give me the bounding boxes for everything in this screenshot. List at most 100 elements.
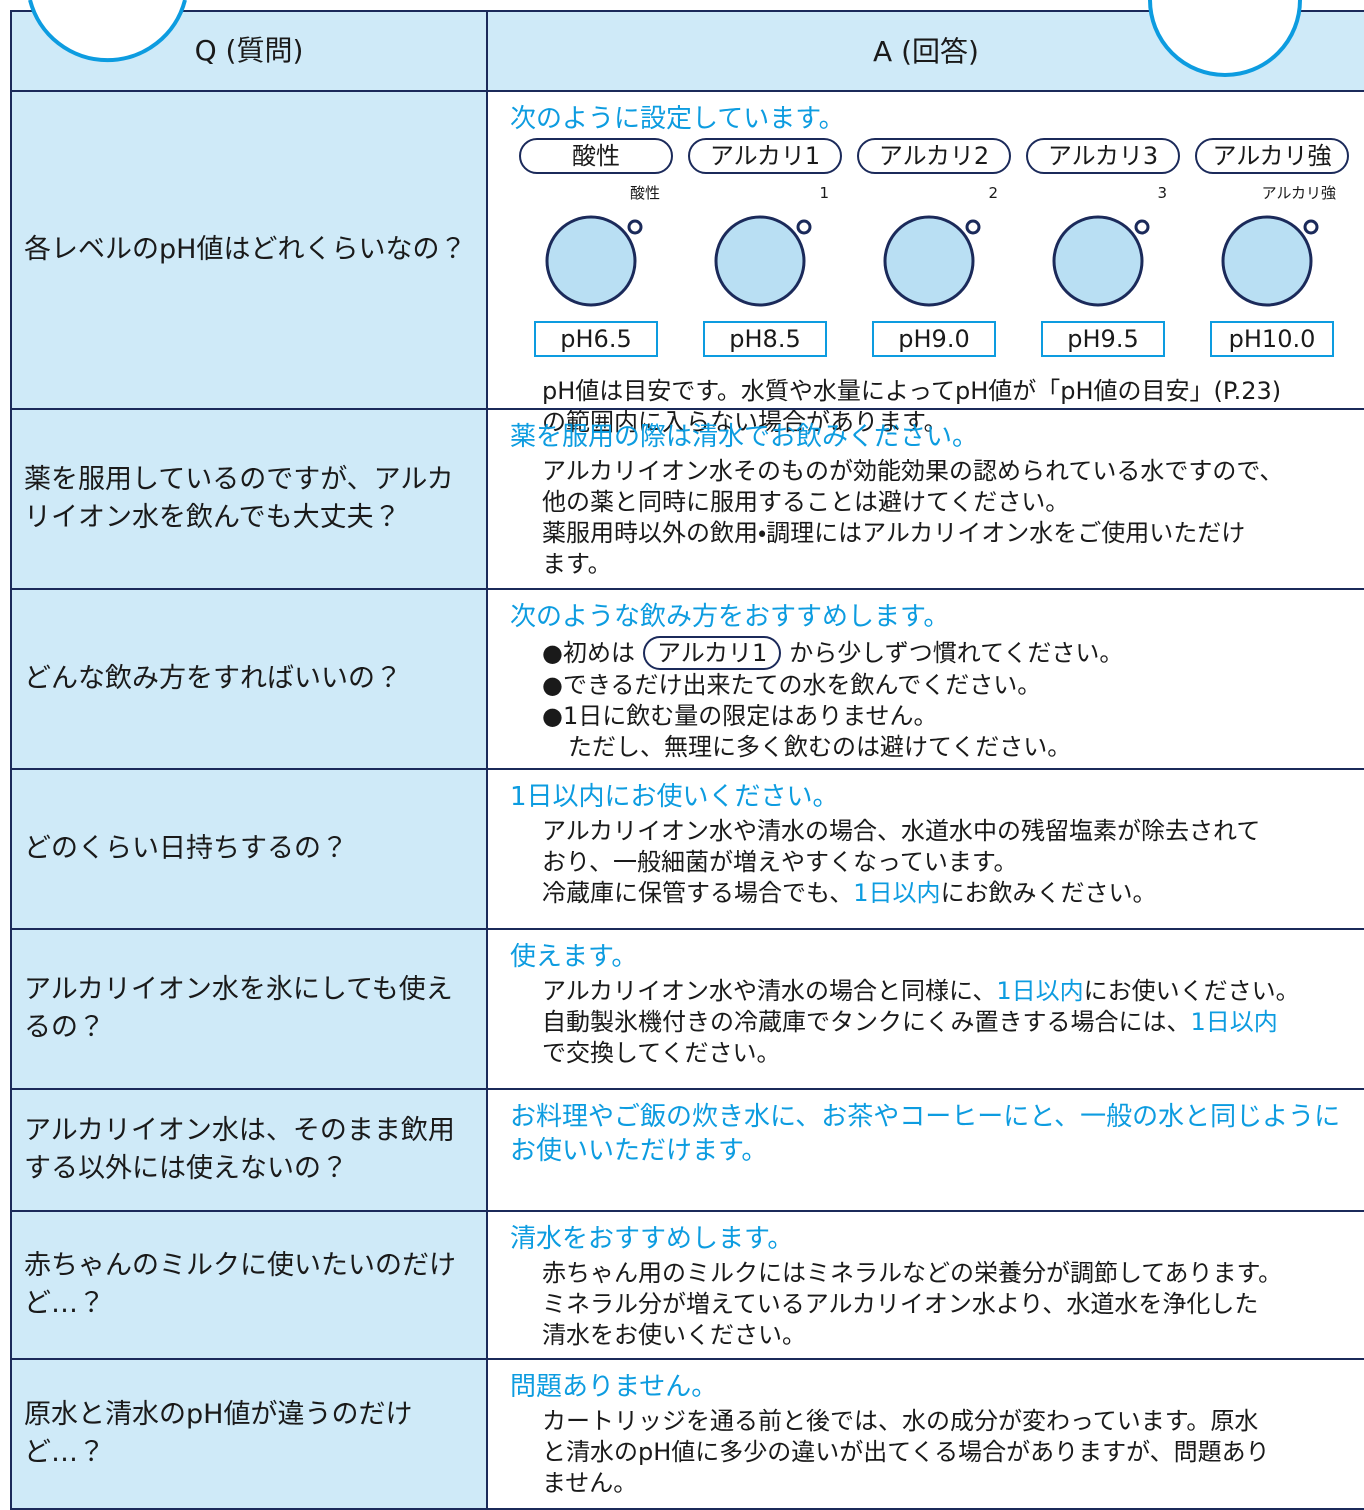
level-icon [714,215,812,307]
answer-text: と清水のpH値に多少の違いが出てくる場合がありますが、問題あり [542,1438,1270,1466]
icon-circle [1052,215,1144,307]
answer-heading: 清水をおすすめします。 [510,1224,794,1254]
answer-heading: お料理やご飯の炊き水に、お茶やコーヒーにと、一般の水と同じようにお使いいただけま… [510,1102,1341,1166]
answer-text: 冷蔵庫に保管する場合でも、 [542,879,854,907]
header-text: A (回答) [873,34,979,68]
answer-text: カートリッジを通る前と後では、水の成分が変わっています。原水 [542,1407,1259,1435]
answer-cell: 問題ありません。 カートリッジを通る前と後では、水の成分が変わっています。原水 と清… [486,1358,1364,1510]
question-text: 赤ちゃんのミルクに使いたいのだけど…？ [24,1250,456,1319]
answer-cell: 次のような飲み方をおすすめします。 ●初めは アルカリ1 から少しずつ慣れてください。… [486,588,1364,770]
level: アルカリ1 1 pH8.5 [687,138,843,357]
level-icon [883,215,981,307]
ph-value: pH9.5 [1041,321,1165,357]
answer-text: アルカリイオン水や清水の場合と同様に、 [542,977,997,1005]
question-cell: アルカリイオン水は、そのまま飲用する以外には使えないの？ [10,1088,488,1212]
answer-cell: 薬を服用の際は清水でお飲みください。アルカリイオン水そのものが効能効果の認められ… [486,408,1364,590]
question-text: アルカリイオン水を氷にしても使えるの？ [24,974,453,1043]
answer-text: 薬服用時以外の飲用・調理にはアルカリイオン水をご使用いただけ [542,519,1246,547]
answer-text: pH値は目安です。水質や水量によってpH値が「pH値の目安」(P.23) [542,377,1282,405]
ph-value: pH9.0 [872,321,996,357]
question-cell: 薬を服用しているのですが、アルカリイオン水を飲んでも大丈夫？ [10,408,488,590]
answer-text: にお使いください。 [1083,977,1300,1005]
answer-line: ません。 [510,1468,1364,1499]
answer-text: ません。 [542,1469,638,1497]
level-icon [1052,215,1150,307]
question-header: Q (質問) [10,10,488,92]
answer-line: 赤ちゃん用のミルクにはミネラルなどの栄養分が調節してあります。 [510,1258,1364,1289]
answer-heading: 薬を服用の際は清水でお飲みください。 [510,422,979,452]
answer-text: 自動製氷機付きの冷蔵庫でタンクにくみ置きする場合には、 [542,1008,1191,1036]
level-icon [1221,215,1319,307]
answer-line: ●初めは アルカリ1 から少しずつ慣れてください。 [510,636,1364,670]
level-pill: アルカリ3 [1026,138,1180,174]
answer-line: ●できるだけ出来たての水を飲んでください。 [510,670,1364,701]
question-text: 薬を服用しているのですが、アルカリイオン水を飲んでも大丈夫？ [24,464,454,533]
icon-circle [1221,215,1313,307]
question-text: アルカリイオン水は、そのまま飲用する以外には使えないの？ [24,1115,455,1184]
answer-line: pH値は目安です。水質や水量によってpH値が「pH値の目安」(P.23) [510,376,1364,407]
answer-heading: 次のような飲み方をおすすめします。 [510,602,950,632]
ph-value: pH6.5 [534,321,658,357]
answer-line: ●1日に飲む量の限定はありません。 [510,701,1364,732]
icon-circle [883,215,975,307]
answer-text: ●1日に飲む量の限定はありません。 [542,702,938,730]
question-text: どのくらい日持ちするの？ [24,833,348,864]
answer-line: カートリッジを通る前と後では、水の成分が変わっています。原水 [510,1406,1364,1437]
answer-line: アルカリイオン水や清水の場合と同様に、1日以内にお使いください。 [510,976,1364,1007]
question-text: 各レベルのpH値はどれくらいなの？ [24,234,467,265]
answer-text: で交換してください。 [542,1039,781,1067]
icon-dot [1303,219,1319,235]
level: アルカリ2 2 pH9.0 [856,138,1012,357]
ph-value: pH8.5 [703,321,827,357]
question-cell: 赤ちゃんのミルクに使いたいのだけど…？ [10,1210,488,1360]
level-pill: アルカリ2 [857,138,1011,174]
level-pill: アルカリ強 [1195,138,1349,174]
answer-line: アルカリイオン水や清水の場合、水道水中の残留塩素が除去されて [510,816,1364,847]
answer-text: 1日以内 [853,879,941,907]
answer-text: 1日以内 [996,977,1084,1005]
question-text: 原水と清水のpH値が違うのだけど…？ [24,1399,413,1468]
answer-line: アルカリイオン水そのものが効能効果の認められている水ですので、 [510,456,1364,487]
icon-dot [965,219,981,235]
answer-text: ただし、無理に多く飲むのは避けてください。 [568,733,1072,761]
answer-heading: 1日以内にお使いください。 [510,782,839,812]
faq-table: Q (質問) A (回答) 各レベルのpH値はどれくらいなの？ 次のように設定して… [10,10,1364,1510]
level-pill: アルカリ1 [688,138,842,174]
question-text: どんな飲み方をすればいいの？ [24,663,402,694]
answer-text: ます。 [542,550,612,578]
question-cell: 原水と清水のpH値が違うのだけど…？ [10,1358,488,1510]
icon-dot [796,219,812,235]
answer-text: アルカリイオン水そのものが効能効果の認められている水ですので、 [542,457,1284,485]
answer-text: ●できるだけ出来たての水を飲んでください。 [542,671,1042,699]
answer-text: にお飲みください。 [940,879,1157,907]
answer-text: 他の薬と同時に服用することは避けてください。 [542,488,1070,516]
answer-cell: 1日以内にお使いください。アルカリイオン水や清水の場合、水道水中の残留塩素が除去… [486,768,1364,930]
answer-text: ●初めは [542,639,635,667]
header-text: Q (質問) [194,34,304,67]
level-label: 3 [1157,184,1167,202]
answer-line: で交換してください。 [510,1038,1364,1069]
level-label: 酸性 [629,184,660,202]
answer-line: 自動製氷機付きの冷蔵庫でタンクにくみ置きする場合には、1日以内 [510,1007,1364,1038]
icon-dot [627,219,643,235]
question-cell: アルカリイオン水を氷にしても使えるの？ [10,928,488,1090]
question-cell: どのくらい日持ちするの？ [10,768,488,930]
answer-line: おり、一般細菌が増えやすくなっています。 [510,847,1364,878]
answer-text: おり、一般細菌が増えやすくなっています。 [542,848,1018,876]
answer-line: 他の薬と同時に服用することは避けてください。 [510,487,1364,518]
level-label: 2 [988,184,998,202]
question-cell: どんな飲み方をすればいいの？ [10,588,488,770]
icon-circle [545,215,637,307]
answer-text: 清水をお使いください。 [542,1321,806,1349]
answer-heading: 次のように設定しています。 [510,104,845,134]
question-cell: 各レベルのpH値はどれくらいなの？ [10,90,488,410]
icon-dot [1134,219,1150,235]
level: 酸性 酸性 pH6.5 [518,138,674,357]
level-label: アルカリ強 [1261,184,1336,202]
answer-cell: お料理やご飯の炊き水に、お茶やコーヒーにと、一般の水と同じようにお使いいただけま… [486,1088,1364,1212]
answer-text: の範囲内に入らない場合があります。 [542,408,948,436]
ph-value: pH10.0 [1210,321,1334,357]
answer-cell: 清水をおすすめします。赤ちゃん用のミルクにはミネラルなどの栄養分が調節してありま… [486,1210,1364,1360]
answer-header: A (回答) [486,10,1364,92]
